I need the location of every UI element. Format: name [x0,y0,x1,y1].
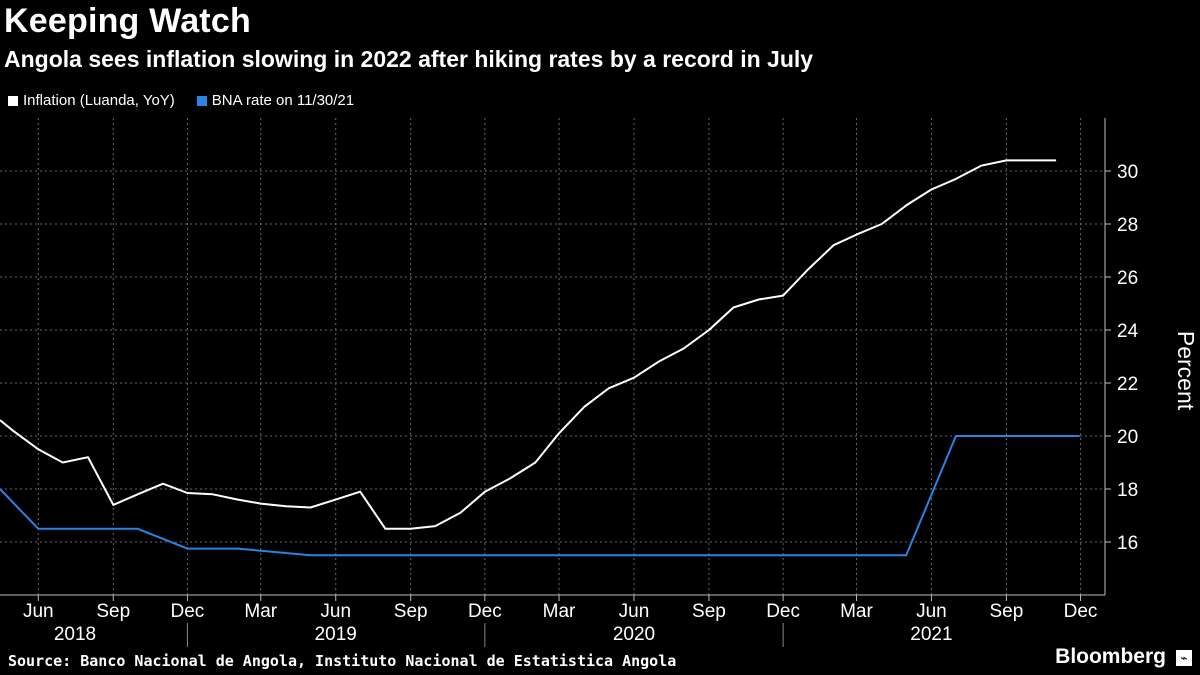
legend-label-inflation: Inflation (Luanda, YoY) [23,92,175,109]
bloomberg-logo-icon: ⌁ [1176,650,1192,666]
x-year-label: 2020 [613,624,655,645]
y-tick-label: 30 [1117,162,1138,183]
x-tick-label: Mar [244,601,277,622]
y-tick-label: 18 [1117,480,1138,501]
x-tick-label: Dec [171,601,205,622]
y-axis-label: Percent [1173,331,1199,411]
inflation-series-line [0,159,1057,530]
x-tick-label: Dec [468,601,502,622]
x-tick-label: Mar [840,601,873,622]
source-note: Source: Banco Nacional de Angola, Instit… [8,652,677,670]
x-tick-label: Dec [766,601,800,622]
y-tick-label: 16 [1117,533,1138,554]
y-tick-label: 26 [1117,268,1138,289]
legend-swatch-inflation [8,95,18,106]
x-year-label: 2021 [910,624,952,645]
legend-swatch-bna-rate [196,95,207,106]
x-tick-label: Jun [320,601,351,622]
x-tick-label: Dec [1064,601,1098,622]
chart-legend: Inflation (Luanda, YoY) BNA rate on 11/3… [8,92,376,109]
chart-subtitle: Angola sees inflation slowing in 2022 af… [4,46,814,72]
x-tick-label: Jun [916,601,947,622]
x-year-label: 2019 [315,624,357,645]
x-year-label: 2018 [54,624,96,645]
x-tick-label: Jun [619,601,650,622]
x-tick-label: Sep [692,601,726,622]
legend-item-bna-rate: BNA rate on 11/30/21 [196,92,355,109]
y-tick-label: 28 [1117,215,1138,236]
bna-rate-series-line [0,435,1080,557]
y-tick-label: 20 [1117,427,1138,448]
y-tick-label: 24 [1117,321,1139,342]
y-tick-label: 22 [1117,374,1138,395]
bloomberg-brand: Bloomberg [1055,645,1166,668]
legend-item-inflation: Inflation (Luanda, YoY) [8,92,175,109]
x-tick-label: Sep [989,601,1023,622]
x-tick-label: Sep [96,601,130,622]
x-tick-label: Sep [394,601,428,622]
chart-title: Keeping Watch [4,2,251,40]
x-tick-label: Mar [543,601,576,622]
legend-label-bna-rate: BNA rate on 11/30/21 [211,92,355,109]
x-tick-label: Jun [23,601,54,622]
